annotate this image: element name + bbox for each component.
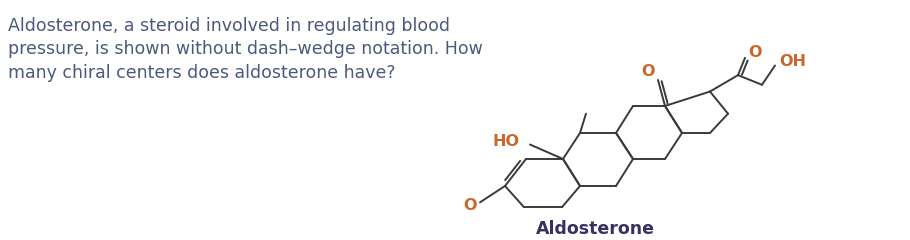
Text: O: O xyxy=(463,198,477,213)
Text: Aldosterone: Aldosterone xyxy=(535,220,654,238)
Text: HO: HO xyxy=(492,134,519,149)
Text: O: O xyxy=(642,64,655,79)
Text: many chiral centers does aldosterone have?: many chiral centers does aldosterone hav… xyxy=(8,64,396,82)
Text: O: O xyxy=(748,46,762,60)
Text: OH: OH xyxy=(779,54,806,69)
Text: Aldosterone, a steroid involved in regulating blood: Aldosterone, a steroid involved in regul… xyxy=(8,17,450,35)
Text: pressure, is shown without dash–wedge notation. How: pressure, is shown without dash–wedge no… xyxy=(8,41,483,59)
